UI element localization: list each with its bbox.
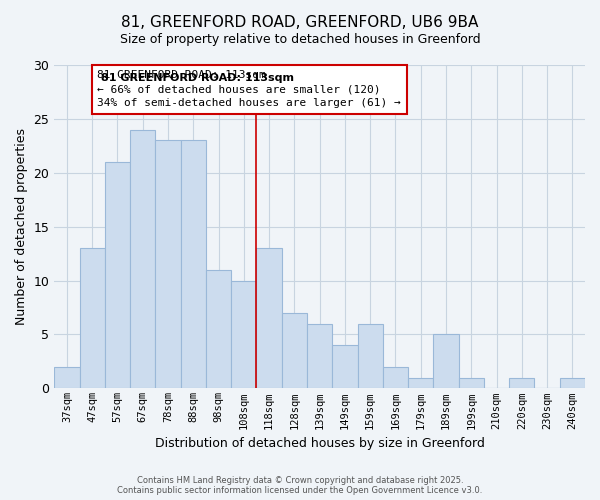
Bar	[105, 162, 130, 388]
Bar	[155, 140, 181, 388]
Text: 81 GREENFORD ROAD: 113sqm
← 66% of detached houses are smaller (120)
34% of semi: 81 GREENFORD ROAD: 113sqm ← 66% of detac…	[97, 70, 401, 108]
Bar	[408, 378, 433, 388]
Text: Contains HM Land Registry data © Crown copyright and database right 2025.
Contai: Contains HM Land Registry data © Crown c…	[118, 476, 482, 495]
Bar	[80, 248, 105, 388]
Bar	[282, 313, 307, 388]
Bar	[307, 324, 332, 388]
Bar	[433, 334, 458, 388]
Bar	[560, 378, 585, 388]
Text: 81 GREENFORD ROAD: 113sqm: 81 GREENFORD ROAD: 113sqm	[101, 72, 294, 83]
Bar	[332, 346, 358, 389]
Bar	[458, 378, 484, 388]
X-axis label: Distribution of detached houses by size in Greenford: Distribution of detached houses by size …	[155, 437, 485, 450]
Text: Size of property relative to detached houses in Greenford: Size of property relative to detached ho…	[119, 32, 481, 46]
Bar	[509, 378, 535, 388]
Bar	[54, 367, 80, 388]
Bar	[181, 140, 206, 388]
Bar	[256, 248, 282, 388]
Bar	[206, 270, 231, 388]
Bar	[383, 367, 408, 388]
Bar	[358, 324, 383, 388]
Bar	[130, 130, 155, 388]
Y-axis label: Number of detached properties: Number of detached properties	[15, 128, 28, 325]
Text: 81, GREENFORD ROAD, GREENFORD, UB6 9BA: 81, GREENFORD ROAD, GREENFORD, UB6 9BA	[121, 15, 479, 30]
Bar	[231, 280, 256, 388]
